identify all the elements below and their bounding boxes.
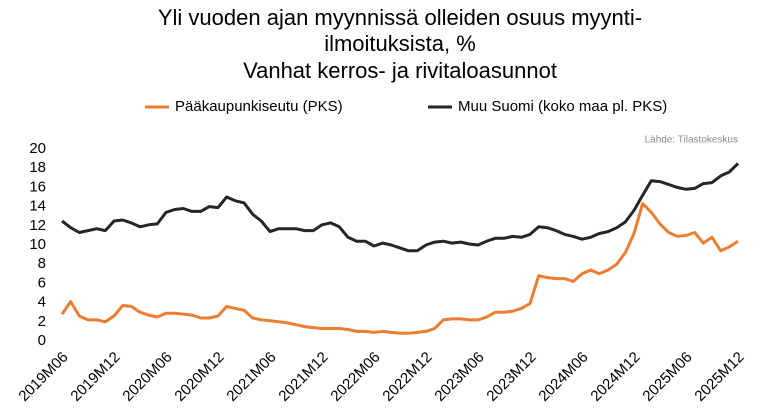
x-tick-label: 2022M06: [327, 349, 383, 405]
chart-title: ilmoituksista, %: [324, 31, 476, 56]
x-tick-label: 2020M12: [171, 349, 227, 405]
y-tick-label: 0: [38, 332, 46, 349]
chart-title: Yli vuoden ajan myynnissä olleiden osuus…: [158, 5, 642, 30]
source: Lähde: Tilastokeskus: [645, 135, 738, 146]
x-tick-label: 2022M12: [379, 349, 435, 405]
y-tick-label: 6: [38, 274, 46, 291]
x-tick-label: 2021M06: [223, 349, 279, 405]
x-tick-label: 2025M12: [691, 349, 747, 405]
series-line: [61, 162, 740, 253]
x-tick-label: 2023M06: [431, 349, 487, 405]
y-tick-label: 4: [38, 294, 46, 311]
y-tick-label: 8: [38, 255, 46, 272]
x-tick-label: 2021M12: [275, 349, 331, 405]
y-tick-label: 20: [29, 140, 46, 157]
x-tick-label: 2024M06: [535, 349, 591, 405]
y-tick-label: 2: [38, 313, 46, 330]
y-tick-label: 10: [29, 236, 46, 253]
chart-title: Vanhat kerros- ja rivitaloasunnot: [243, 58, 557, 83]
x-tick-label: 2020M06: [119, 349, 175, 405]
series-line: [60, 202, 739, 335]
y-tick-label: 18: [29, 159, 46, 176]
legend-label: Muu Suomi (koko maa pl. PKS): [458, 98, 667, 115]
x-tick-label: 2024M12: [587, 349, 643, 405]
x-tick-label: 2025M06: [639, 349, 695, 405]
x-tick-label: 2019M12: [67, 349, 123, 405]
y-tick-label: 16: [29, 178, 46, 195]
legend-label: Pääkaupunkiseutu (PKS): [175, 98, 343, 115]
y-tick-label: 12: [29, 217, 46, 234]
x-tick-label: 2019M06: [15, 349, 71, 405]
y-tick-label: 14: [29, 198, 46, 215]
x-tick-label: 2023M12: [483, 349, 539, 405]
